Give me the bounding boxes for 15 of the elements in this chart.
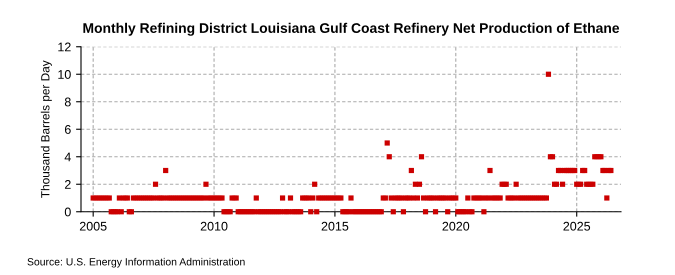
y-tick-label: 6	[64, 125, 71, 134]
y-tick-label: 0	[64, 208, 71, 216]
source-note: Source: U.S. Energy Information Administration	[27, 258, 245, 268]
y-tick-label: 10	[58, 70, 71, 79]
x-tick-label: 2020	[442, 222, 470, 231]
x-tick-label: 2010	[200, 222, 228, 231]
chart-title: Monthly Refining District Louisiana Gulf Coast Refinery Net Production of Ethane	[83, 22, 620, 36]
y-tick-label: 2	[64, 180, 71, 189]
y-tick-label: 8	[64, 98, 71, 106]
x-tick-label: 2005	[80, 222, 107, 231]
y-tick-label: 12	[58, 42, 71, 52]
x-tick-label: 2025	[563, 222, 590, 231]
y-axis-title: Thousand Barrels per Day	[40, 60, 52, 198]
x-tick-label: 2015	[322, 222, 348, 231]
y-tick-label: 4	[64, 152, 71, 162]
